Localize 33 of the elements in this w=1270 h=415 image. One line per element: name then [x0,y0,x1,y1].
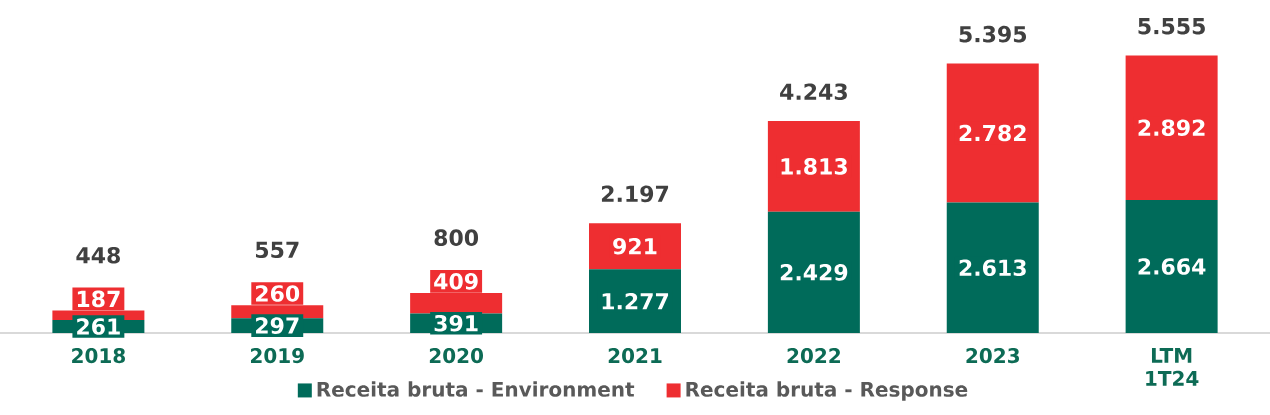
bar [1125,55,1218,200]
total-label: 5.395 [959,25,1027,43]
data-label: 409 [434,273,478,290]
x-tick-label: 2022 [787,348,840,364]
data-label: 2.664 [1138,258,1206,275]
data-label: 260 [256,285,300,302]
data-label: 2.429 [780,264,848,281]
data-label: 187 [77,290,120,308]
data-label: 297 [256,317,299,334]
data-label: 2.892 [1138,119,1205,137]
data-label: 1.277 [602,292,669,310]
x-tick-label: LTM 1T24 [1146,348,1199,386]
x-tick-label: 2023 [966,348,1019,364]
total-label: 800 [434,229,479,246]
bar [946,63,1039,203]
data-label: 2.613 [959,259,1026,277]
legend-label: Receita bruta - Response [686,381,968,401]
bar [1125,199,1218,333]
data-label: 921 [613,237,657,255]
x-tick-label: 2020 [429,348,484,364]
bar [946,202,1039,333]
total-label: 448 [76,246,120,264]
x-tick-label: 2018 [72,348,125,364]
x-tick-label: 2021 [608,348,662,364]
total-label: 557 [255,241,299,259]
x-tick-label: 2019 [251,348,304,364]
total-label: 5.555 [1138,18,1205,35]
total-label: 2.197 [601,185,669,203]
legend-label: Receita bruta - Environment [317,381,635,397]
data-label: 1.813 [781,158,847,175]
data-label: 2.782 [959,124,1026,142]
total-label: 4.243 [780,83,847,101]
data-label: 391 [434,314,478,332]
